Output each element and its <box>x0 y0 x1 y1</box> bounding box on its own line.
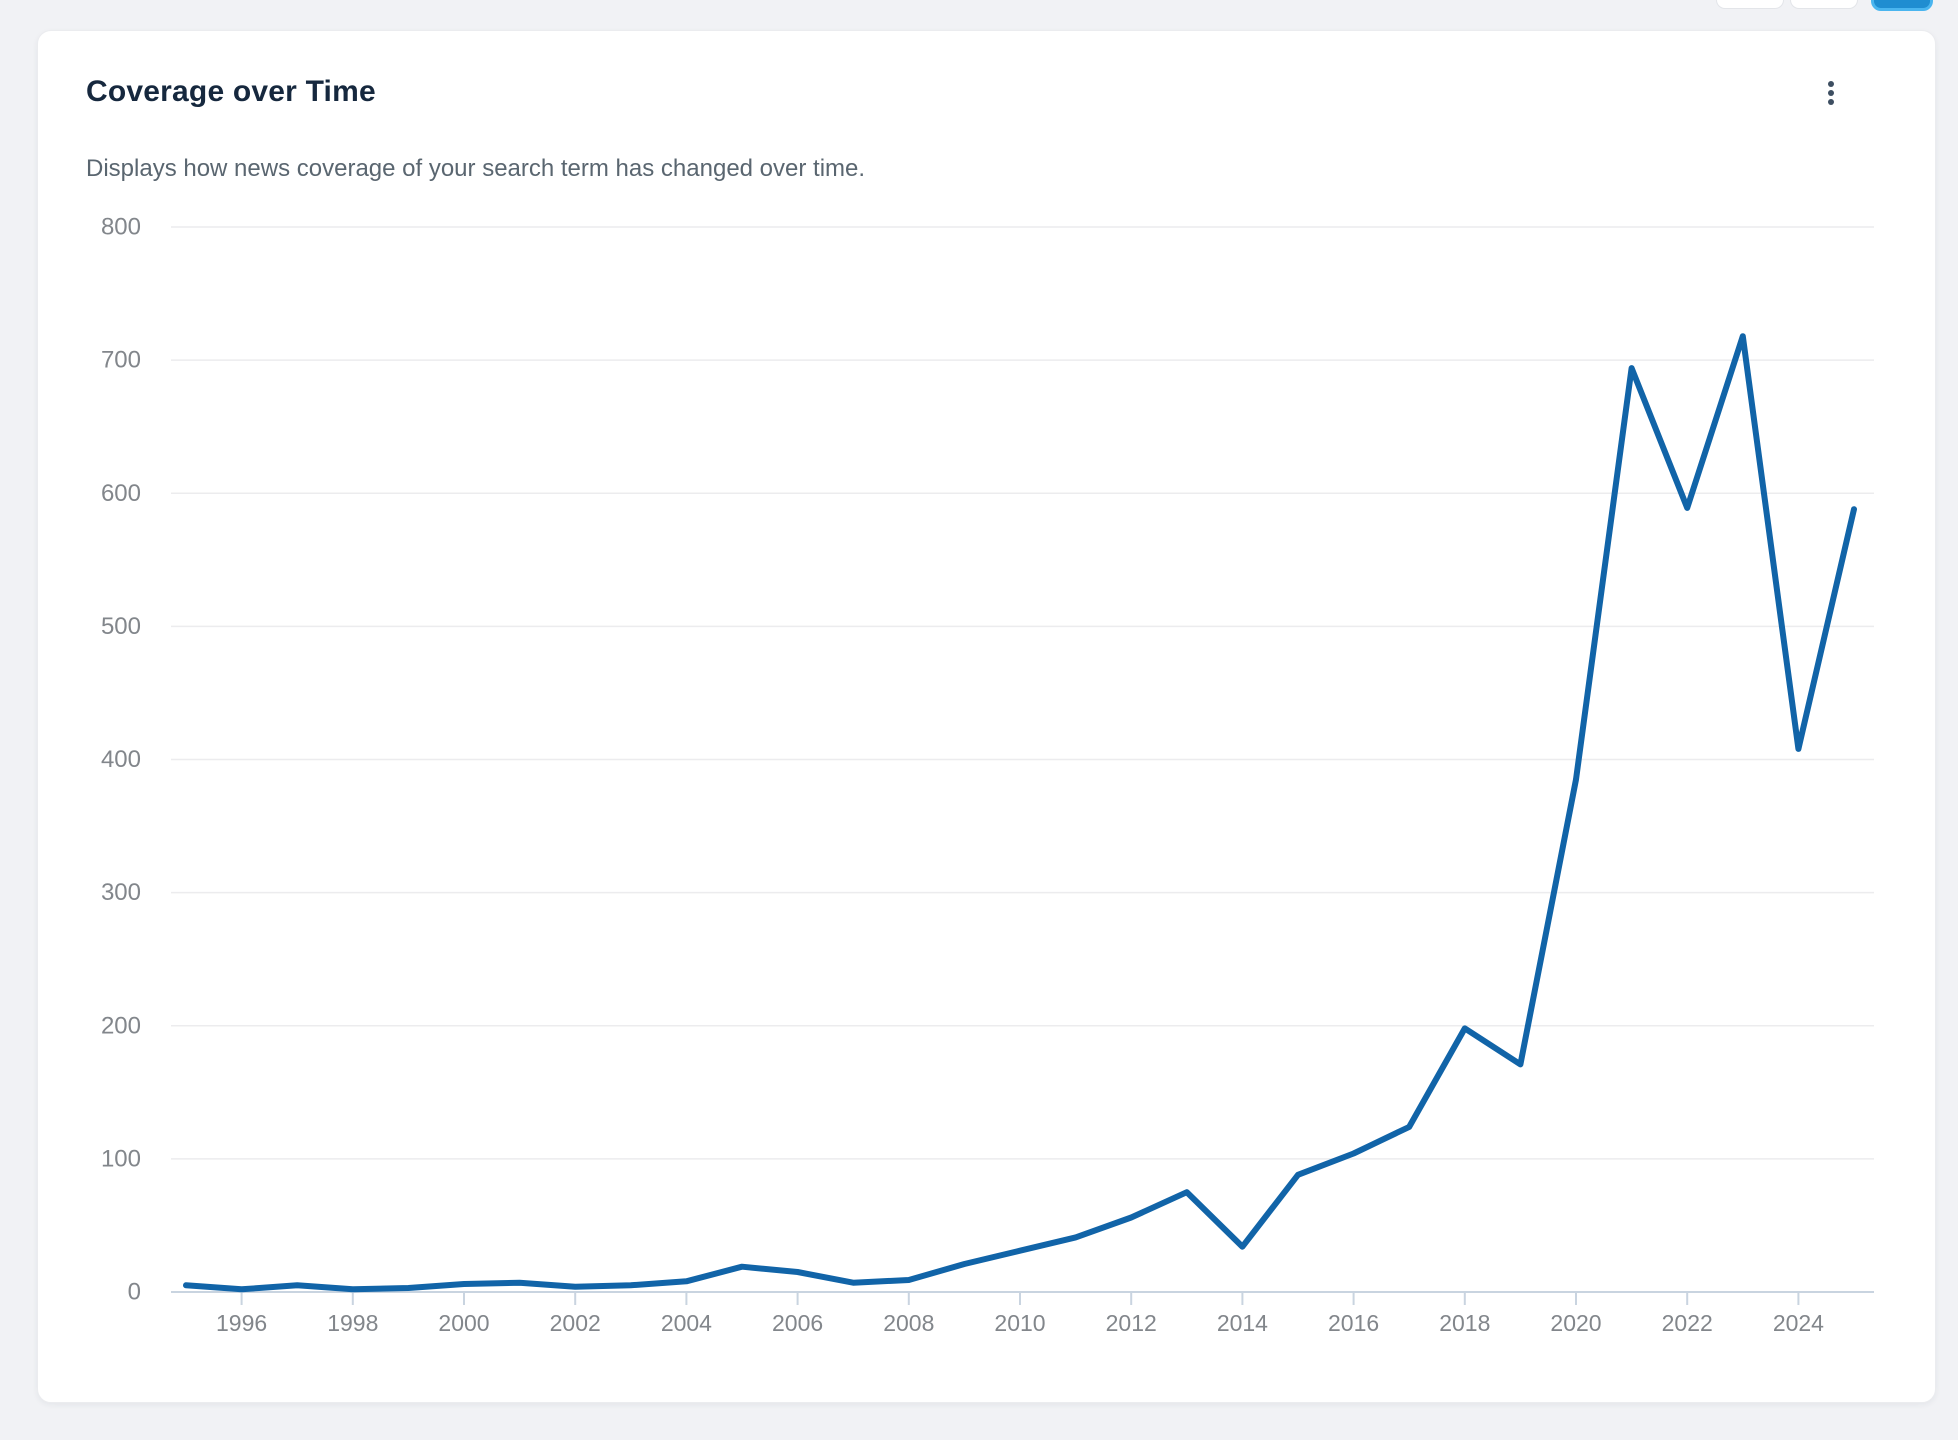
coverage-series-line <box>183 333 1857 1293</box>
card-menu-button[interactable] <box>1809 69 1853 117</box>
y-tick-label-100: 100 <box>101 1145 141 1172</box>
y-tick-label-400: 400 <box>101 746 141 773</box>
x-tick-label-2008: 2008 <box>883 1310 934 1336</box>
card-title: Coverage over Time <box>86 75 376 108</box>
x-tick-label-1998: 1998 <box>327 1310 378 1336</box>
kebab-vertical-icon <box>1828 81 1834 87</box>
toolbar-button-2[interactable] <box>1790 0 1858 9</box>
x-tick-label-2006: 2006 <box>772 1310 823 1336</box>
x-tick-label-2012: 2012 <box>1106 1310 1157 1336</box>
x-tick-label-2020: 2020 <box>1550 1310 1601 1336</box>
x-tick-label-2002: 2002 <box>550 1310 601 1336</box>
x-tick-label-2018: 2018 <box>1439 1310 1490 1336</box>
y-tick-label-300: 300 <box>101 879 141 906</box>
x-tick-label-2022: 2022 <box>1662 1310 1713 1336</box>
x-tick-label-2010: 2010 <box>994 1310 1045 1336</box>
x-tick-label-1996: 1996 <box>216 1310 267 1336</box>
x-tick-label-2024: 2024 <box>1773 1310 1824 1336</box>
coverage-line-chart: 0 100 200 300 400 500 600 700 800 1996 1998 2000 200… <box>101 214 1874 1336</box>
coverage-over-time-card: Coverage over Time Displays how news cov… <box>37 30 1936 1403</box>
y-tick-label-600: 600 <box>101 480 141 507</box>
toolbar-button-primary[interactable] <box>1871 0 1933 11</box>
y-tick-label-200: 200 <box>101 1012 141 1039</box>
toolbar-button-1[interactable] <box>1716 0 1784 9</box>
y-tick-label-500: 500 <box>101 613 141 640</box>
x-tick-label-2004: 2004 <box>661 1310 712 1336</box>
card-subtitle: Displays how news coverage of your searc… <box>86 155 866 182</box>
x-tick-label-2016: 2016 <box>1328 1310 1379 1336</box>
y-tick-label-0: 0 <box>128 1279 141 1306</box>
y-tick-label-800: 800 <box>101 214 141 241</box>
x-tick-label-2014: 2014 <box>1217 1310 1268 1336</box>
x-tick-label-2000: 2000 <box>438 1310 489 1336</box>
y-tick-label-700: 700 <box>101 347 141 374</box>
